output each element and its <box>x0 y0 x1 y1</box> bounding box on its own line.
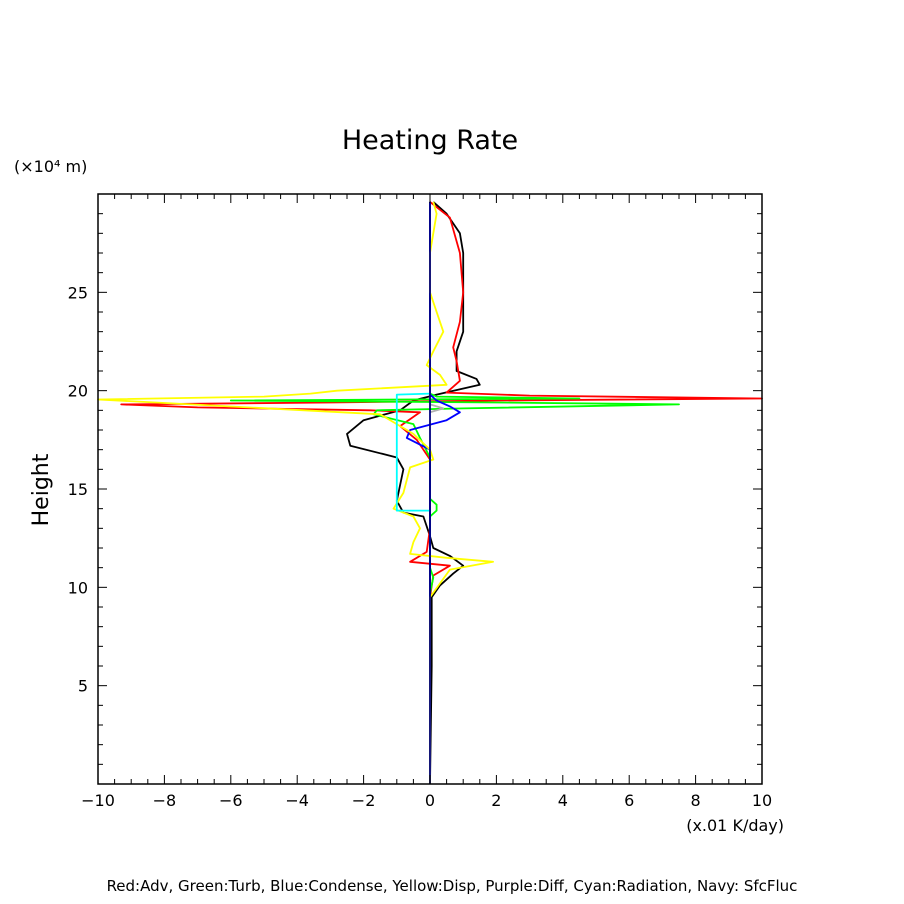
x-tick-label: 6 <box>624 791 634 810</box>
x-tick-label: 0 <box>425 791 435 810</box>
x-tick-label: −4 <box>285 791 309 810</box>
series-line-6 <box>429 403 445 414</box>
series-line-4 <box>405 201 461 784</box>
y-tick-label: 20 <box>68 382 88 401</box>
x-tick-label: −8 <box>153 791 177 810</box>
x-tick-label: −2 <box>352 791 376 810</box>
y-unit-label: (×10⁴ m) <box>14 157 87 176</box>
y-axis-label: Height <box>29 453 54 526</box>
x-tick-label: −6 <box>219 791 243 810</box>
plot-frame <box>97 193 763 785</box>
series-layer <box>97 201 763 785</box>
x-tick-label: −10 <box>81 791 115 810</box>
x-tick-label: 10 <box>752 791 772 810</box>
y-tick-label: 10 <box>68 578 88 597</box>
y-tick-label: 5 <box>78 677 88 696</box>
series-line-1 <box>346 201 481 785</box>
series-line-7 <box>395 392 431 512</box>
y-tick-label: 15 <box>68 480 88 499</box>
x-tick-label: 4 <box>558 791 568 810</box>
series-line-3 <box>229 392 680 784</box>
series-line-2 <box>120 201 763 784</box>
series-line-5 <box>97 201 495 784</box>
x-tick-label: 2 <box>491 791 501 810</box>
x-tick-label: 8 <box>691 791 701 810</box>
x-unit-label: (x.01 K/day) <box>686 816 784 835</box>
legend-caption: Red:Adv, Green:Turb, Blue:Condense, Yell… <box>107 877 798 895</box>
tick-layer <box>97 194 763 784</box>
y-tick-label: 25 <box>68 283 88 302</box>
chart-title: Heating Rate <box>342 125 518 156</box>
tick-label-layer: −10 −8 −6 −4 −2 0 2 4 6 8 10 5 10 15 20 25 <box>68 283 773 810</box>
